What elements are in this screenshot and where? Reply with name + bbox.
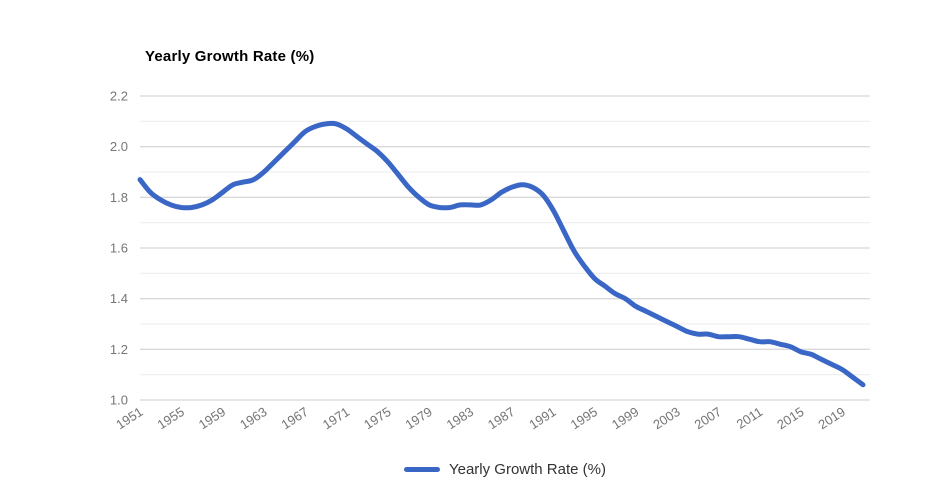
x-axis-tick-label: 2007	[692, 404, 724, 432]
y-axis-tick-label: 1.0	[110, 393, 128, 408]
x-axis-tick-label: 1963	[237, 404, 269, 432]
y-axis-tick-label: 1.4	[110, 291, 128, 306]
x-axis-tick-label: 1991	[526, 404, 558, 432]
x-axis-tick-label: 1979	[402, 404, 434, 432]
x-axis-tick-label: 1959	[196, 404, 228, 432]
x-axis-tick-label: 1987	[485, 404, 517, 432]
x-axis-tick-label: 1967	[279, 404, 311, 432]
x-axis-tick-label: 1951	[113, 404, 145, 432]
x-axis-tick-label: 2011	[734, 404, 766, 432]
x-axis-tick-label: 1983	[444, 404, 476, 432]
x-axis-tick-label: 1955	[155, 404, 187, 432]
y-axis-tick-label: 1.6	[110, 241, 128, 256]
x-axis-tick-label: 2015	[774, 404, 806, 432]
x-axis-tick-label: 1995	[568, 404, 600, 432]
chart-title: Yearly Growth Rate (%)	[145, 48, 315, 65]
y-axis-tick-label: 1.8	[110, 190, 128, 205]
x-axis-tick-label: 2003	[650, 404, 682, 432]
legend-label: Yearly Growth Rate (%)	[448, 461, 606, 478]
y-axis-tick-label: 2.2	[110, 89, 128, 104]
y-axis-tick-label: 2.0	[110, 139, 128, 154]
x-axis-tick-label: 1975	[361, 404, 393, 432]
legend: Yearly Growth Rate (%)	[140, 461, 870, 478]
x-axis-tick-label: 2019	[816, 404, 848, 432]
legend-line-swatch-icon	[403, 467, 440, 472]
x-axis-tick-label: 1999	[609, 404, 641, 432]
series-line-yearly-growth-rate[interactable]	[137, 120, 866, 388]
x-axis-tick-label: 1971	[320, 404, 352, 432]
y-axis-tick-label: 1.2	[110, 342, 128, 357]
legend-item-yearly-growth-rate[interactable]: Yearly Growth Rate (%)	[403, 461, 606, 478]
